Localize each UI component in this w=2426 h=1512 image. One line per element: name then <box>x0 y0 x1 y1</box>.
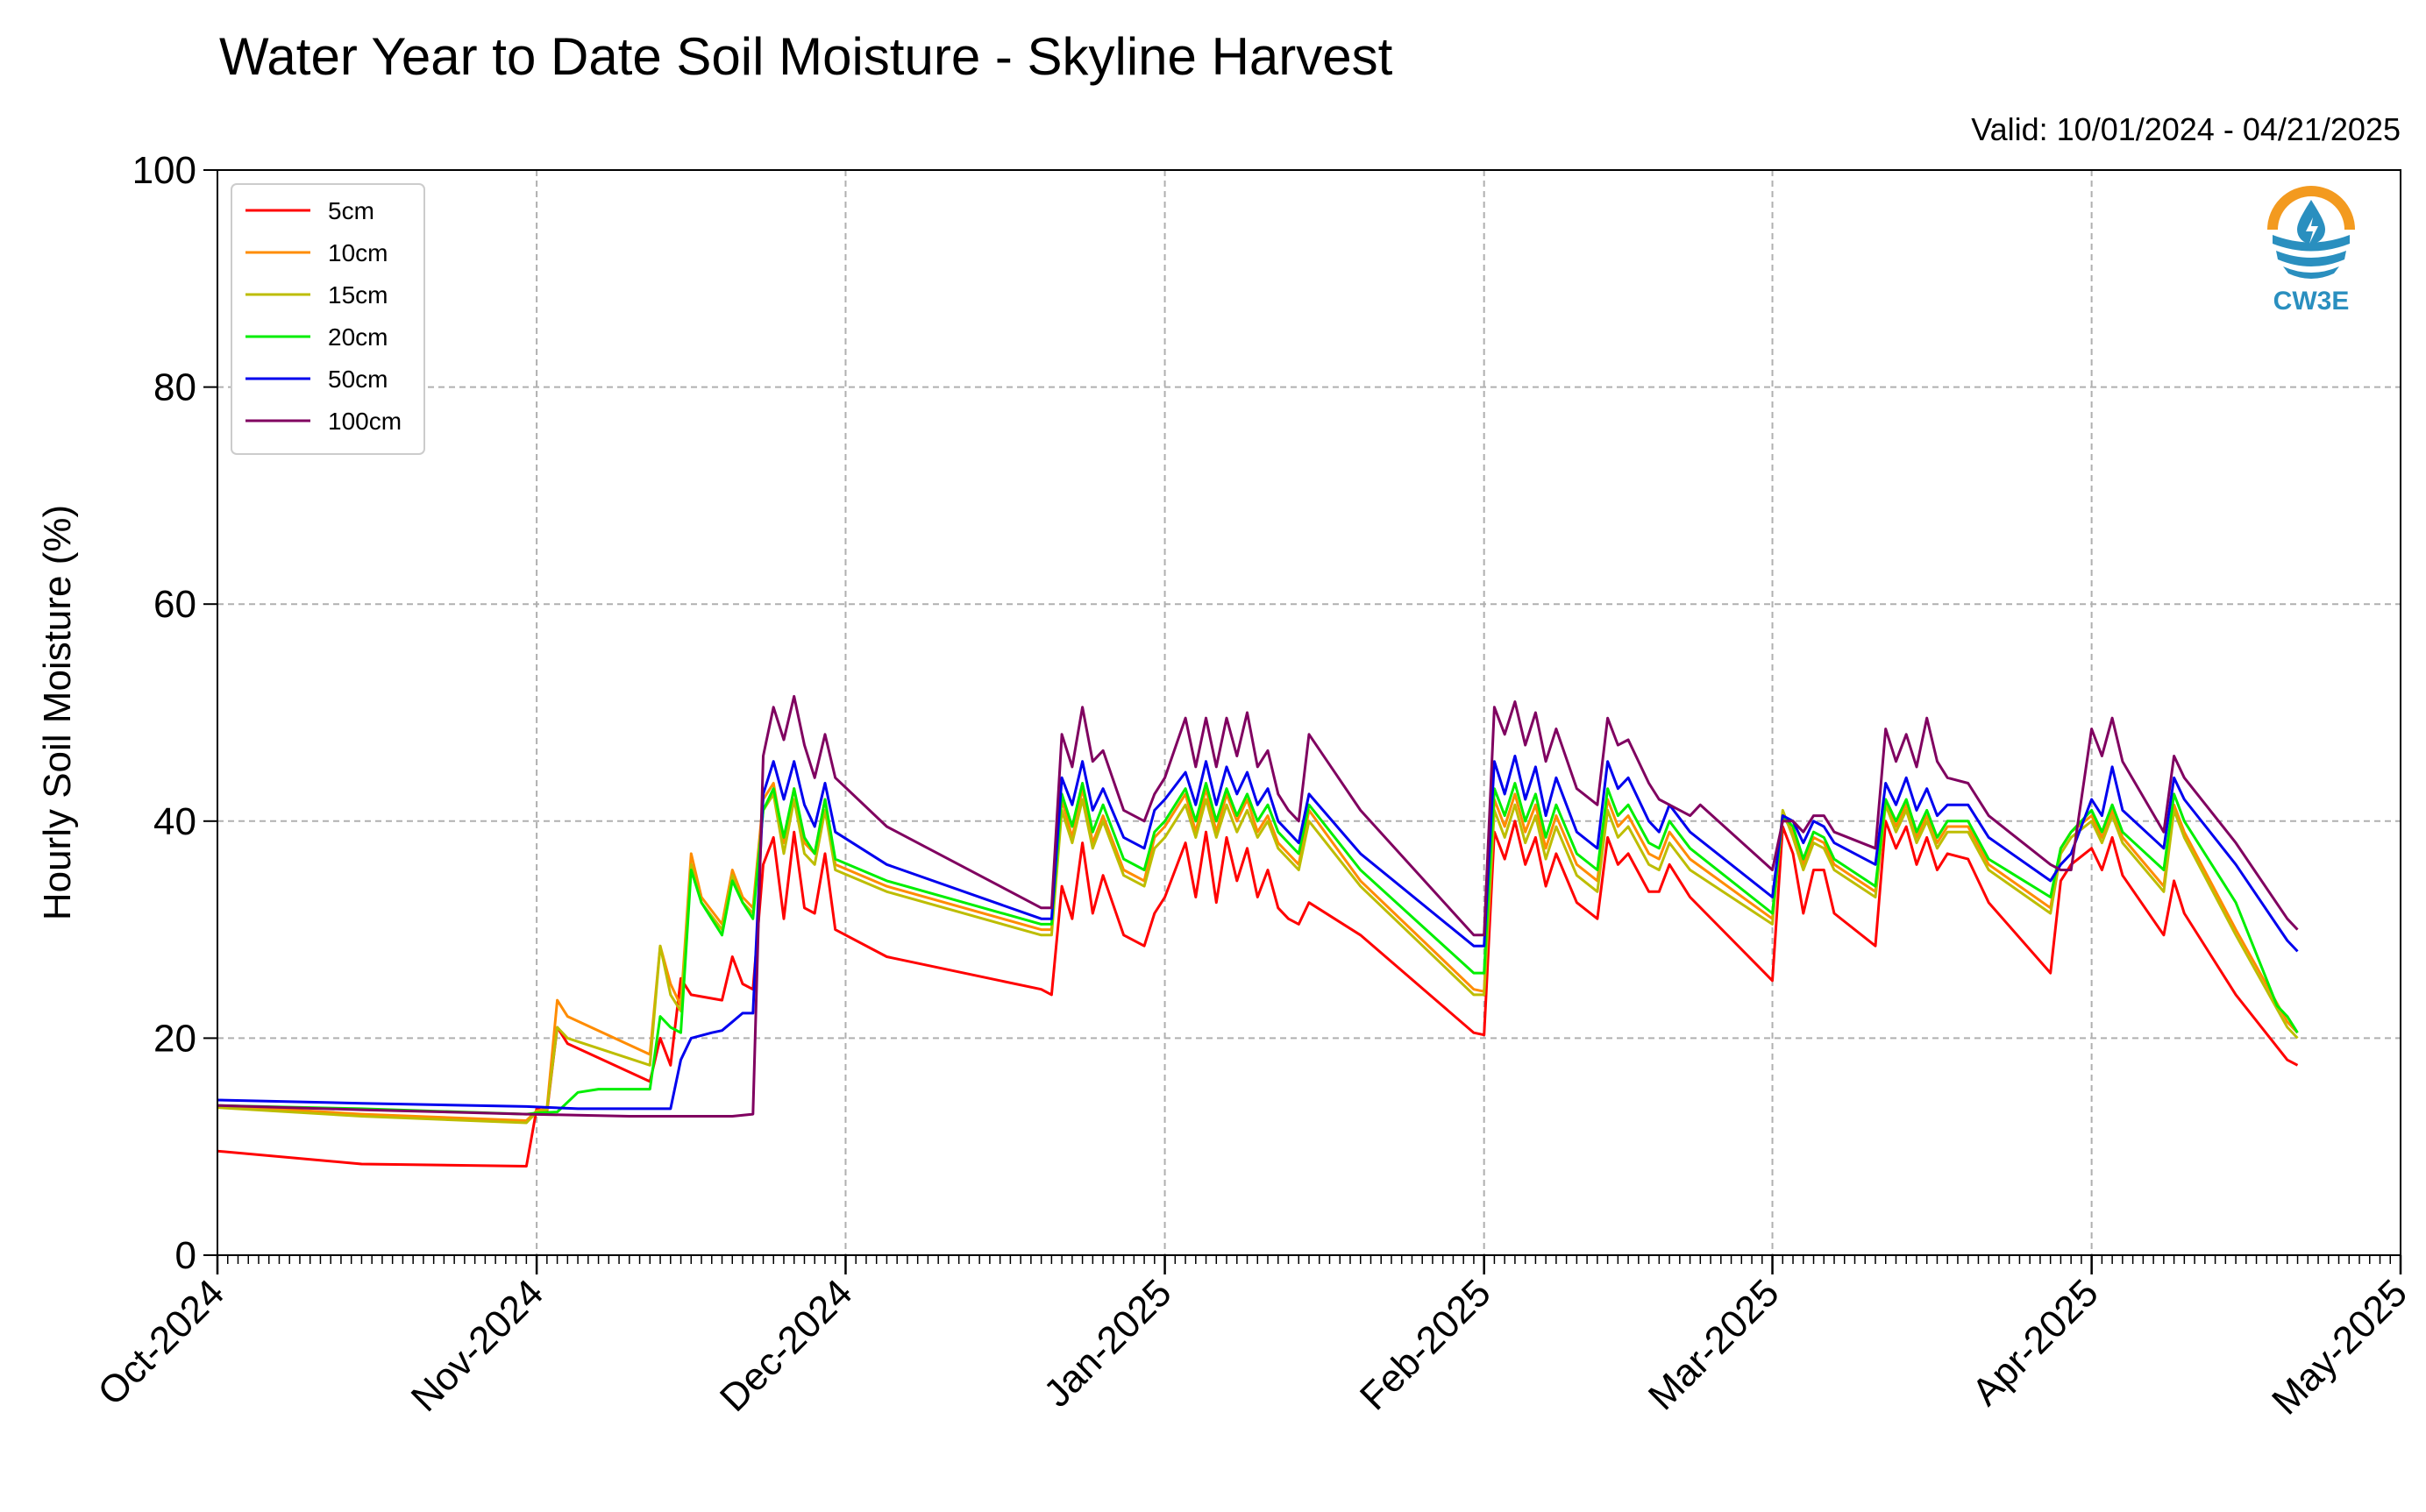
y-tick-label: 80 <box>153 366 196 409</box>
series-line-20cm <box>217 782 2299 1116</box>
valid-date-range: Valid: 10/01/2024 - 04/21/2025 <box>1971 111 2401 147</box>
legend-label-5cm: 5cm <box>328 197 374 224</box>
y-tick-label: 60 <box>153 583 196 626</box>
cw3e-logo: CW3E <box>2267 186 2355 316</box>
y-tick-label: 0 <box>175 1234 196 1277</box>
grid-lines <box>217 170 2401 1255</box>
series-line-100cm <box>217 694 2299 1118</box>
series-line-50cm <box>217 755 2299 1111</box>
y-axis-label: Hourly Soil Moisture (%) <box>36 505 79 920</box>
cw3e-logo-icon <box>2267 186 2355 279</box>
chart-title: Water Year to Date Soil Moisture - Skyli… <box>219 27 1393 86</box>
y-tick-label: 100 <box>132 149 196 192</box>
series-group <box>217 694 2299 1168</box>
cw3e-logo-text: CW3E <box>2273 287 2350 316</box>
y-tick-label: 20 <box>153 1017 196 1060</box>
y-axis: 0 20 40 60 80 100 <box>132 149 217 1277</box>
legend-label-100cm: 100cm <box>328 408 402 435</box>
y-tick-label: 40 <box>153 800 196 843</box>
legend-label-20cm: 20cm <box>328 323 388 351</box>
legend-label-50cm: 50cm <box>328 366 388 393</box>
legend: 5cm 10cm 15cm 20cm 50cm 100cm <box>231 183 425 455</box>
series-line-5cm <box>217 820 2299 1168</box>
legend-label-15cm: 15cm <box>328 281 388 309</box>
legend-label-10cm: 10cm <box>328 239 388 266</box>
